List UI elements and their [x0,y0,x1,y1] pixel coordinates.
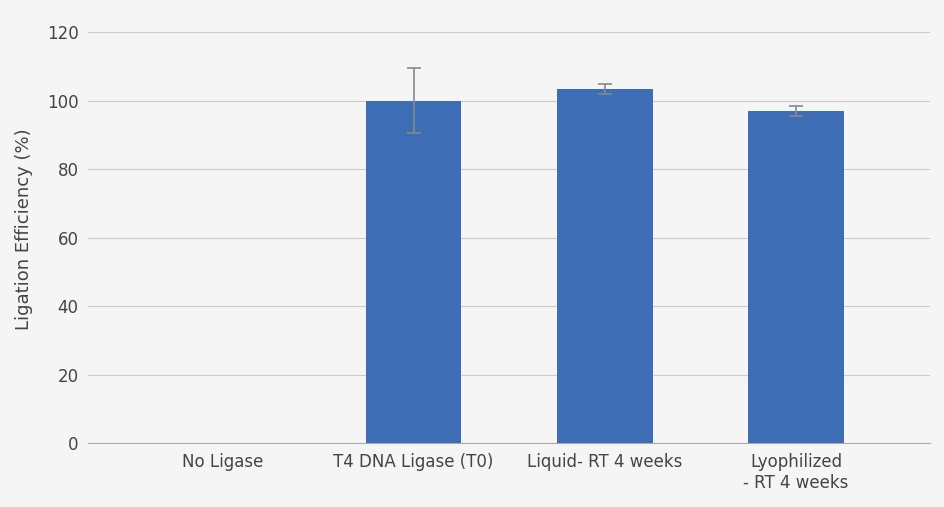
Bar [365,101,461,444]
Bar [556,89,652,444]
Bar [748,111,843,444]
Y-axis label: Ligation Efficiency (%): Ligation Efficiency (%) [15,128,33,330]
